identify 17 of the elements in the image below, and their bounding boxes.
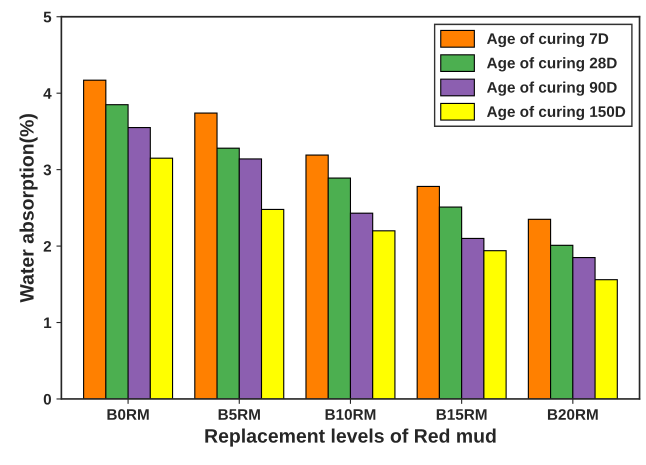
y-tick-label: 3 [44,164,52,176]
x-tick-label: B15RM [436,409,487,420]
y-tick-label: 5 [44,12,52,22]
legend-label: Age of curing 90D [486,82,617,96]
y-tick-label: 4 [43,88,52,99]
legend-label: Age of curing 7D [486,32,608,48]
x-tick-label: B10RM [326,409,376,420]
y-tick-label: 0 [44,394,52,405]
legend-label: Age of curing 28D [486,57,617,72]
legend-label: Age of curing 150D [486,106,626,120]
y-tick-label: 1 [44,318,52,328]
x-tick-label: B5RM [218,409,260,420]
y-tick-label: 2 [44,240,52,252]
x-tick-label: B0RM [107,409,149,420]
x-tick-label: B20RM [548,409,598,420]
y-axis-title: Water absorption(%) [19,114,38,303]
x-axis-title: Replacement levels of Red mud [205,428,496,447]
